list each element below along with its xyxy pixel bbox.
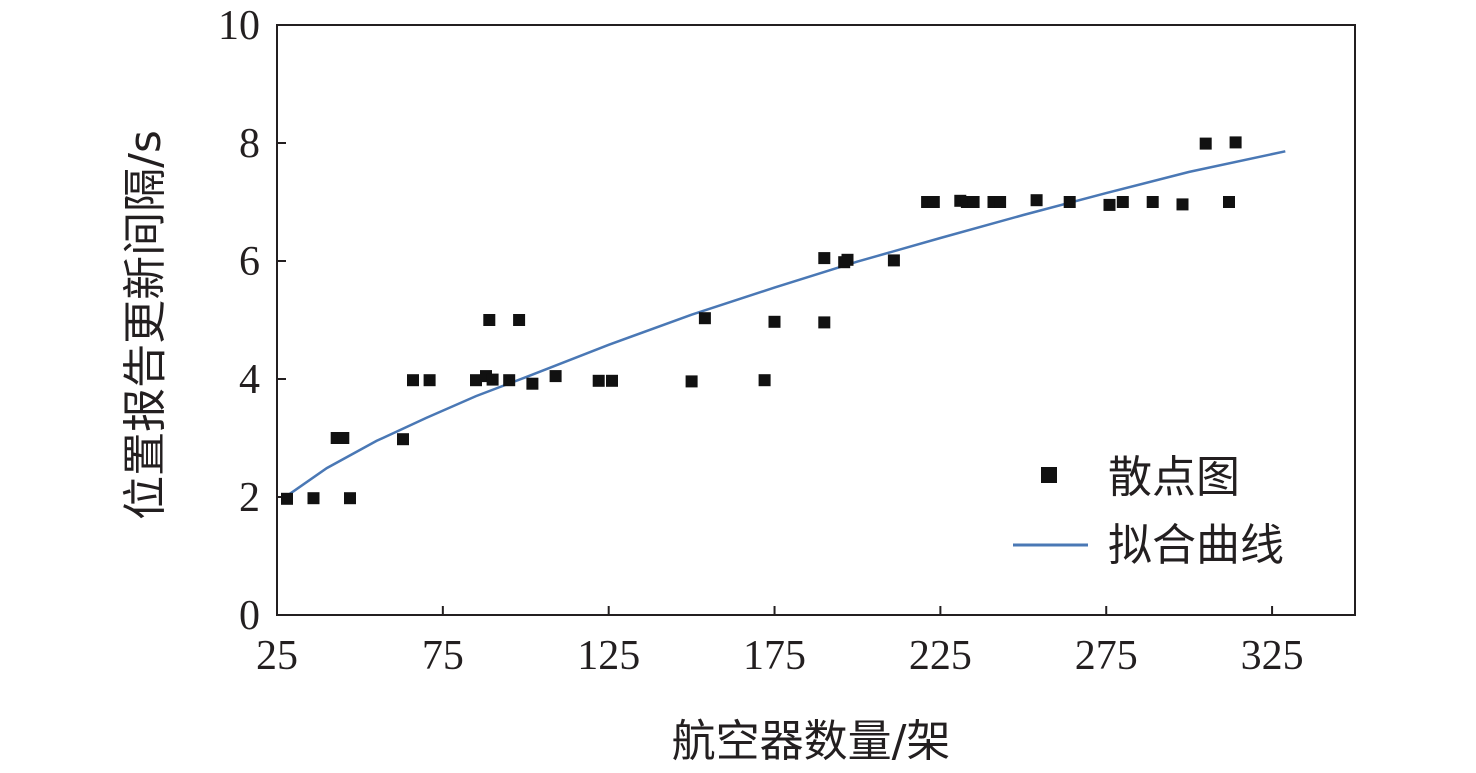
x-tick-label: 275 [1075, 633, 1138, 679]
x-tick-label: 25 [256, 633, 298, 679]
scatter-point [1199, 137, 1212, 150]
scatter-point [758, 374, 771, 387]
legend-marker-scatter [1041, 467, 1057, 483]
y-tick-label: 4 [239, 357, 260, 403]
x-tick-label: 125 [577, 633, 640, 679]
scatter-point [486, 373, 499, 386]
scatter-point [994, 196, 1007, 208]
scatter-point [927, 196, 940, 208]
y-tick-label: 6 [239, 239, 260, 285]
y-tick-label: 2 [239, 475, 260, 521]
legend-label-fit-line: 拟合曲线 [1108, 520, 1284, 571]
scatter-point [470, 374, 482, 387]
x-axis-title: 航空器数量/架 [672, 716, 951, 767]
scatter-point [526, 377, 539, 390]
scatter-point [1063, 196, 1076, 208]
scatter-point [698, 312, 711, 325]
scatter-point [887, 254, 900, 267]
y-tick-label: 10 [218, 3, 260, 49]
scatter-point [503, 374, 516, 387]
plot-frame [276, 24, 1356, 616]
scatter-point [592, 374, 605, 387]
fit-curve-line [282, 150, 1286, 500]
scatter-point [281, 492, 293, 505]
scatter-point [685, 375, 698, 388]
scatter-point [768, 315, 781, 328]
scatter-point [344, 492, 356, 505]
x-tick-label: 225 [909, 633, 972, 679]
scatter-point [483, 314, 496, 326]
scatter-point [1146, 196, 1159, 208]
scatter-point [423, 374, 436, 387]
x-tick-label: 325 [1241, 633, 1304, 679]
legend-label-scatter: 散点图 [1108, 452, 1240, 503]
scatter-point [818, 316, 831, 329]
y-tick-label: 8 [239, 121, 260, 167]
scatter-point [1116, 196, 1129, 208]
scatter-point [1176, 198, 1189, 211]
series-layer [281, 136, 1286, 505]
scatter-point [513, 314, 526, 326]
y-axis-ticks: 0 2 4 6 8 10 [218, 3, 286, 639]
y-tick-label: 0 [239, 593, 260, 639]
scatter-point [606, 374, 618, 387]
x-tick-label: 175 [743, 633, 806, 679]
scatter-point [397, 433, 409, 446]
scatter-point [307, 492, 320, 505]
scatter-point [1030, 194, 1043, 207]
scatter-point [1223, 196, 1235, 208]
y-axis-title: 位置报告更新间隔/s [120, 130, 171, 520]
scatter-point [407, 374, 419, 387]
legend: 散点图 拟合曲线 [1013, 452, 1284, 571]
scatter-point [818, 252, 831, 265]
scatter-point [967, 196, 980, 208]
scatter-point [549, 370, 562, 383]
scatter-point [841, 253, 854, 266]
x-tick-label: 75 [422, 633, 464, 679]
scatter-point [337, 432, 350, 444]
scatter-point [1229, 136, 1242, 149]
x-axis-ticks: 25 75 125 175 225 275 325 [256, 606, 1304, 679]
plot-border [276, 24, 1356, 616]
scatter-point [1103, 198, 1116, 211]
